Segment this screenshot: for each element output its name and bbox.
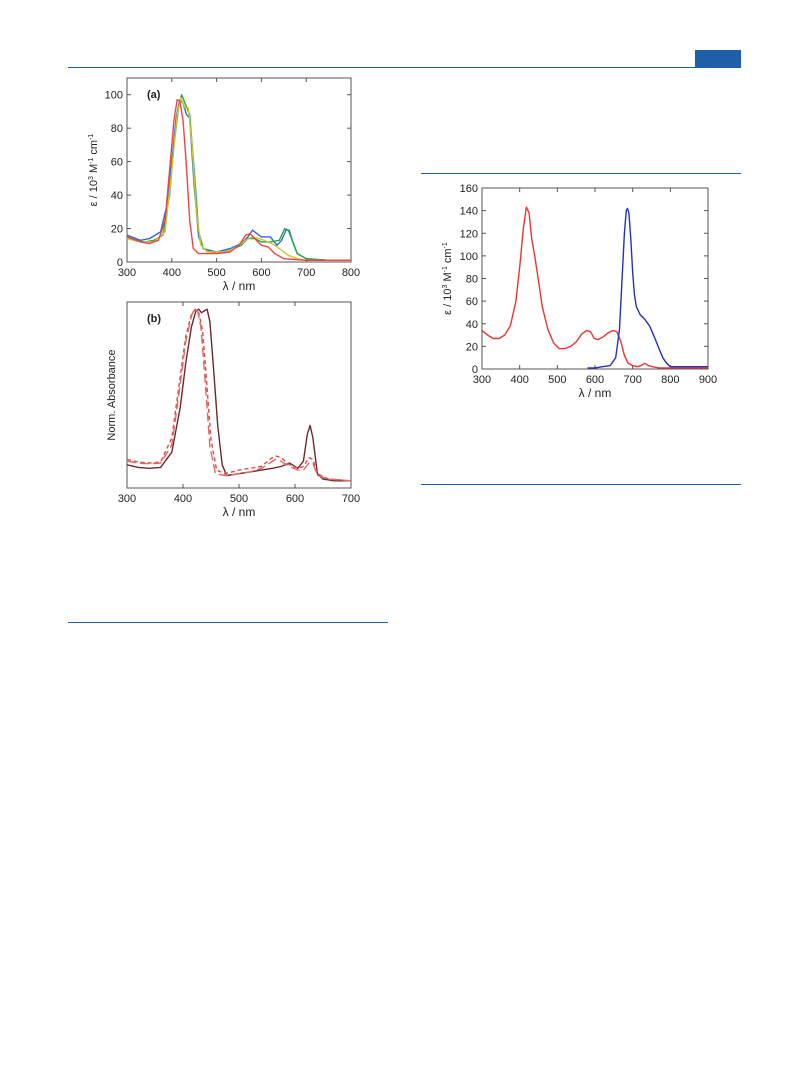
y-tick-label: 100	[460, 251, 478, 263]
y-axis-label: ε / 103 M-1 cm-1	[88, 134, 100, 207]
series-line-2	[126, 308, 352, 482]
x-axis-label: λ / nm	[223, 279, 256, 293]
series-line-2	[587, 207, 708, 369]
y-axis-label-text: M	[88, 164, 100, 176]
y-tick-label: 60	[111, 157, 123, 169]
series-line-4	[126, 99, 351, 261]
y-tick-label: 80	[111, 123, 123, 135]
x-tick-label: 300	[118, 493, 136, 505]
y-axis-label-text: ε / 10	[442, 289, 454, 315]
x-tick-label: 300	[118, 267, 136, 279]
y-axis-label-superscript: -1	[88, 134, 95, 140]
series-line-1	[126, 99, 351, 261]
y-tick-label: 160	[460, 183, 478, 195]
left-column-rule	[68, 622, 388, 623]
y-axis-label-text: M	[442, 272, 454, 284]
y-axis-label-superscript: 3	[88, 176, 95, 180]
y-axis-label-superscript: -1	[88, 158, 95, 164]
header-rule	[68, 67, 741, 68]
right-column-bottom-rule	[421, 484, 741, 485]
plot-frame	[126, 77, 352, 263]
x-axis-label: λ / nm	[223, 505, 256, 519]
y-tick-label: 120	[460, 228, 478, 240]
x-tick-label: 300	[473, 374, 491, 386]
x-tick-label: 600	[252, 267, 270, 279]
y-axis-label-text: cm	[88, 140, 100, 158]
y-tick-label: 60	[466, 296, 478, 308]
series-line-3	[126, 308, 352, 482]
y-axis-label: Norm. Absorbance	[106, 349, 118, 440]
right-column-top-rule	[421, 173, 741, 174]
x-tick-label: 700	[297, 267, 315, 279]
x-tick-label: 600	[586, 374, 604, 386]
x-tick-label: 400	[174, 493, 192, 505]
header-tab	[695, 50, 741, 67]
y-axis-label: ε / 103 M-1 cm-1	[442, 242, 454, 315]
x-tick-label: 500	[207, 267, 225, 279]
x-axis-label: λ / nm	[579, 386, 612, 400]
x-tick-label: 900	[699, 374, 717, 386]
y-tick-label: 100	[105, 90, 123, 102]
y-tick-label: 0	[117, 257, 123, 269]
y-axis-label-text: cm	[442, 248, 454, 266]
x-tick-label: 400	[163, 267, 181, 279]
panel-label: (a)	[147, 89, 161, 101]
x-tick-label: 800	[661, 374, 679, 386]
y-tick-label: 0	[472, 364, 478, 376]
y-tick-label: 40	[111, 190, 123, 202]
x-tick-label: 800	[342, 267, 360, 279]
panel-label: (b)	[147, 313, 161, 325]
y-axis-label-superscript: 3	[442, 285, 449, 289]
x-tick-label: 600	[286, 493, 304, 505]
y-axis-label-superscript: -1	[442, 242, 449, 248]
series-line-1	[126, 308, 351, 482]
x-tick-label: 500	[230, 493, 248, 505]
y-axis-label-text: ε / 10	[88, 180, 100, 206]
y-axis-label-superscript: -1	[442, 266, 449, 272]
y-tick-label: 20	[111, 224, 123, 236]
y-tick-label: 20	[466, 341, 478, 353]
x-tick-label: 500	[548, 374, 566, 386]
series-line-1	[481, 206, 708, 369]
y-tick-label: 40	[466, 319, 478, 331]
series-line-3	[126, 97, 351, 261]
y-tick-label: 140	[460, 206, 478, 218]
y-tick-label: 80	[466, 274, 478, 286]
x-tick-label: 700	[623, 374, 641, 386]
x-tick-label: 700	[342, 493, 360, 505]
x-tick-label: 400	[510, 374, 528, 386]
plot-frame	[481, 187, 709, 370]
